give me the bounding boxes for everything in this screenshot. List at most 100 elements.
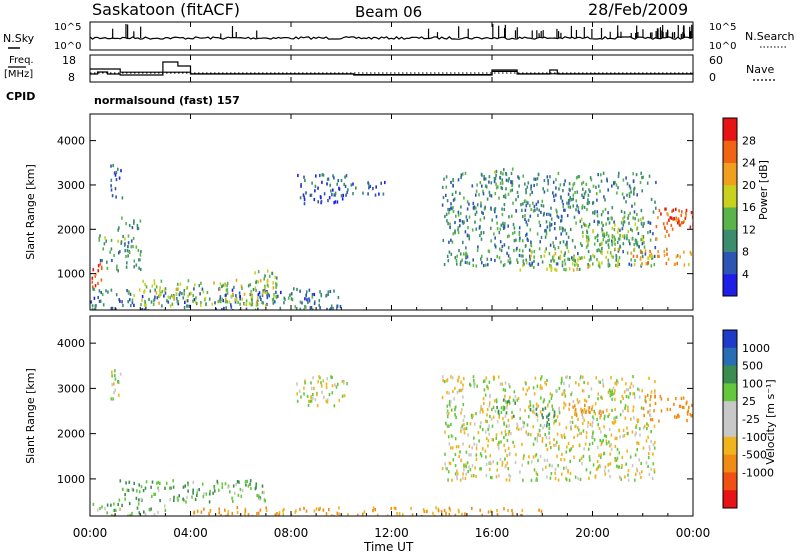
data-cell bbox=[586, 424, 589, 428]
data-cell bbox=[183, 306, 186, 310]
data-cell bbox=[333, 201, 335, 205]
data-cell bbox=[649, 413, 652, 417]
data-cell bbox=[583, 255, 586, 259]
data-cell bbox=[560, 196, 562, 200]
data-cell bbox=[508, 430, 510, 434]
data-cell bbox=[327, 290, 330, 294]
data-cell bbox=[657, 254, 659, 258]
data-cell bbox=[121, 487, 124, 492]
data-cell bbox=[636, 441, 638, 445]
data-cell bbox=[544, 406, 547, 410]
data-cell bbox=[580, 225, 583, 229]
data-cell bbox=[594, 474, 597, 478]
y-tick-label: 1000 bbox=[57, 473, 85, 486]
cpid-label: CPID bbox=[6, 90, 35, 103]
data-cell bbox=[640, 250, 643, 254]
data-cell bbox=[244, 479, 247, 484]
data-cell bbox=[566, 242, 568, 246]
data-cell bbox=[480, 467, 482, 471]
data-cell bbox=[603, 425, 605, 429]
data-cell bbox=[175, 287, 178, 291]
data-cell bbox=[496, 420, 499, 424]
data-cell bbox=[258, 291, 261, 295]
data-cell bbox=[623, 196, 625, 200]
data-cell bbox=[488, 432, 490, 436]
data-cell bbox=[489, 393, 491, 398]
data-cell bbox=[92, 287, 94, 291]
data-cell bbox=[597, 397, 599, 401]
data-cell bbox=[647, 257, 650, 261]
data-cell bbox=[563, 401, 565, 405]
data-cell bbox=[587, 198, 589, 202]
data-cell bbox=[636, 254, 638, 258]
data-cell bbox=[670, 216, 673, 220]
data-cell bbox=[529, 403, 532, 407]
data-cell bbox=[556, 210, 558, 214]
data-cell bbox=[482, 410, 484, 414]
data-cell bbox=[479, 181, 482, 185]
data-cell bbox=[450, 180, 452, 185]
data-cell bbox=[245, 303, 248, 307]
data-cell bbox=[633, 247, 636, 251]
data-cell bbox=[337, 295, 340, 300]
data-cell bbox=[139, 219, 142, 223]
data-cell bbox=[669, 216, 672, 220]
data-cell bbox=[522, 425, 525, 429]
data-cell bbox=[310, 395, 312, 399]
data-cell bbox=[466, 255, 469, 259]
data-cell bbox=[97, 269, 100, 273]
data-cell bbox=[117, 228, 119, 232]
data-cell bbox=[468, 465, 470, 469]
data-cell bbox=[487, 263, 489, 267]
data-cell bbox=[306, 290, 308, 294]
data-cell bbox=[157, 480, 160, 484]
data-cell bbox=[459, 388, 462, 392]
data-cell bbox=[144, 303, 146, 307]
data-cell bbox=[583, 447, 585, 451]
data-cell bbox=[667, 397, 669, 401]
data-cell bbox=[503, 223, 506, 227]
data-cell bbox=[597, 222, 599, 226]
data-cell bbox=[114, 388, 116, 392]
data-cell bbox=[518, 248, 521, 252]
data-cell bbox=[297, 173, 299, 178]
data-cell bbox=[519, 408, 522, 412]
data-cell bbox=[394, 507, 397, 511]
data-cell bbox=[278, 511, 281, 515]
data-cell bbox=[256, 303, 259, 307]
data-cell bbox=[452, 178, 454, 182]
data-cell bbox=[587, 193, 590, 197]
data-cell bbox=[485, 474, 488, 478]
data-cell bbox=[92, 502, 95, 506]
data-cell bbox=[368, 186, 370, 190]
data-cell bbox=[598, 248, 601, 253]
data-cell bbox=[546, 458, 549, 462]
data-cell bbox=[495, 169, 498, 174]
data-cell bbox=[624, 416, 627, 420]
data-cell bbox=[504, 414, 507, 418]
data-cell bbox=[511, 509, 513, 513]
data-cell bbox=[192, 491, 194, 495]
data-cell bbox=[115, 195, 117, 199]
data-cell bbox=[139, 258, 141, 262]
data-cell bbox=[633, 210, 636, 214]
data-cell bbox=[622, 223, 625, 227]
data-cell bbox=[233, 285, 235, 289]
data-cell bbox=[517, 194, 519, 199]
data-cell bbox=[634, 238, 637, 242]
data-cell bbox=[555, 268, 558, 272]
data-cell bbox=[556, 214, 558, 218]
data-cell bbox=[106, 266, 109, 270]
data-cell bbox=[244, 512, 246, 516]
data-cell bbox=[303, 202, 306, 206]
data-cell bbox=[116, 267, 118, 271]
data-cell bbox=[526, 423, 529, 427]
data-cell bbox=[525, 204, 528, 208]
data-cell bbox=[164, 508, 167, 512]
data-cell bbox=[582, 222, 585, 226]
date-title: 28/Feb/2009 bbox=[588, 0, 688, 19]
data-cell bbox=[495, 475, 498, 479]
data-cell bbox=[657, 250, 659, 254]
data-cell bbox=[648, 174, 651, 178]
